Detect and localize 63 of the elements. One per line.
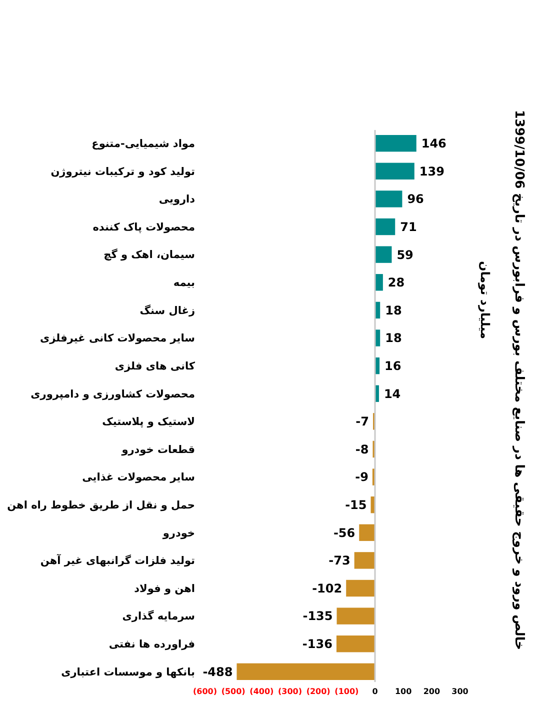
x-tick-label: 0 bbox=[372, 687, 378, 696]
data-label: -9 bbox=[355, 470, 368, 484]
y-tick-label: سیمان، اهک و گچ bbox=[104, 248, 195, 262]
data-label: 28 bbox=[388, 276, 405, 290]
y-tick-label: تولید فلزات گرانبهای غیر آهن bbox=[40, 553, 196, 568]
bar bbox=[336, 636, 375, 652]
data-label: 18 bbox=[385, 331, 402, 346]
x-tick-label: 300 bbox=[452, 687, 469, 696]
data-label: -136 bbox=[302, 637, 332, 652]
y-tick-label: خودرو bbox=[162, 527, 195, 540]
data-label: -15 bbox=[345, 498, 367, 512]
bar bbox=[359, 524, 375, 541]
bar bbox=[336, 608, 375, 624]
y-tick-label: فراورده ها نفتی bbox=[108, 638, 196, 651]
y-tick-label: بیمه bbox=[173, 277, 196, 290]
y-tick-label: زغال سنگ bbox=[140, 304, 195, 317]
y-tick-label: قطعات خودرو bbox=[120, 444, 196, 456]
data-label: -73 bbox=[328, 554, 350, 568]
bar bbox=[375, 135, 416, 152]
y-tick-label: دارویی bbox=[158, 194, 196, 206]
text: خالص ورود و خروج حقیقی ها در صنایع مختلف بورس و فرابورس در تاریخ 1399/10/06 bbox=[512, 110, 528, 650]
data-label: 18 bbox=[385, 303, 402, 318]
data-label: -8 bbox=[355, 442, 369, 456]
data-label: -135 bbox=[302, 609, 333, 624]
data-label: 139 bbox=[419, 164, 444, 178]
data-label: -56 bbox=[333, 526, 356, 540]
x-tick-label: (200) bbox=[306, 687, 330, 696]
y-tick-label: مواد شیمیایی-متنوع bbox=[92, 138, 195, 150]
data-label: 14 bbox=[384, 386, 401, 401]
y-tick-label: کانی های فلزی bbox=[114, 360, 196, 372]
y-tick-label: حمل و نقل از طریق خطوط راه اهن bbox=[7, 499, 195, 512]
bar bbox=[346, 580, 375, 597]
data-label: 16 bbox=[384, 358, 402, 373]
bar bbox=[375, 190, 402, 208]
bar bbox=[354, 552, 375, 569]
bar bbox=[375, 246, 392, 263]
x-tick-label: 100 bbox=[394, 687, 412, 696]
bar bbox=[236, 663, 375, 680]
data-label: 71 bbox=[400, 220, 417, 234]
data-label: 146 bbox=[421, 136, 446, 151]
y-tick-label: بانکها و موسسات اعتباری bbox=[61, 666, 196, 678]
data-label: -7 bbox=[356, 414, 370, 429]
y-tick-label: سایر محصولات غذایی bbox=[82, 472, 195, 484]
y-tick-label: اهن و فولاد bbox=[134, 582, 195, 595]
x-tick-label: (400) bbox=[250, 687, 274, 696]
x-tick-label: 200 bbox=[423, 687, 440, 696]
x-tick-label: (500) bbox=[221, 687, 246, 696]
data-label: -102 bbox=[312, 581, 342, 596]
data-label: -488 bbox=[202, 664, 233, 679]
y-tick-label: محصولات پاک کننده bbox=[92, 221, 195, 234]
x-tick-label: (100) bbox=[334, 687, 359, 696]
x-tick-label: (300) bbox=[278, 687, 302, 696]
y-tick-label: محصولات کشاورزی و دامپروری bbox=[30, 388, 195, 400]
data-label: 96 bbox=[407, 192, 424, 206]
y-tick-label: سایر محصولات کانی غیرفلزی bbox=[40, 332, 195, 345]
data-label: 59 bbox=[396, 248, 414, 262]
bar bbox=[375, 218, 396, 236]
x-tick-label: (600) bbox=[192, 687, 218, 696]
y-tick-label: سرمایه گذاری bbox=[122, 610, 195, 623]
text: میلیارد تومان bbox=[478, 260, 492, 340]
y-tick-label: لاستیک و پلاستیک bbox=[102, 416, 195, 428]
y-tick-label: تولید کود و ترکیبات نیتروژن bbox=[50, 166, 196, 178]
bar bbox=[375, 162, 414, 180]
